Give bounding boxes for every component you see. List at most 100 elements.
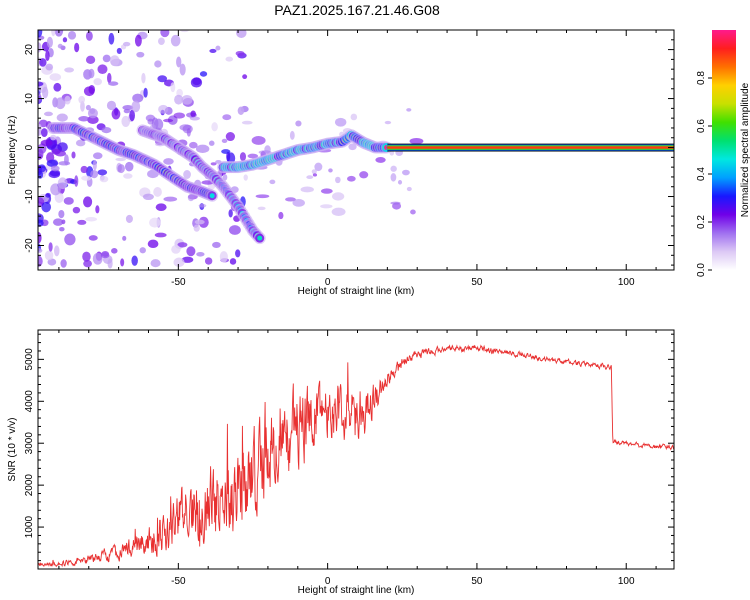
spectrogram-noise-blob [289,130,295,140]
spectrogram-ridge-layer [46,121,674,245]
spectrogram-x-tick-label: 0 [325,277,331,288]
spectrogram-noise-blob [163,158,174,165]
snr-x-tick-label: -50 [171,576,186,587]
spectrogram-noise-blob [212,241,221,249]
spectrogram-ridge-core [209,193,215,199]
spectrogram-noise-blob [80,165,88,174]
snr-series-layer [38,344,674,568]
spectrogram-noise-blob [72,206,81,214]
spectrogram-noise-blob [45,50,50,62]
spectrogram-noise-blob [402,169,410,176]
spectrogram-noise-blob [121,115,131,128]
spectrogram-noise-blob [117,164,125,174]
spectrogram-noise-blob [78,116,90,122]
spectrogram-noise-blob [320,204,333,209]
snr-y-tick-label: 2000 [24,474,35,497]
spectrogram-noise-blob [53,82,62,92]
spectrogram-noise-blob [106,100,117,111]
spectrogram-noise-blob [347,175,356,182]
spectrogram-noise-blob [123,173,133,179]
colorbar-tick-label: 0.6 [696,119,707,133]
spectrogram-noise-blob [269,179,276,185]
spectrogram-noise-blob [225,56,234,62]
spectrogram-noise-blob [211,122,218,132]
spectrogram-noise-blob [92,152,103,160]
spectrogram-noise-blob [82,251,91,262]
spectrogram-noise-blob [190,110,196,118]
spectrogram-noise-blob [171,244,181,254]
spectrogram-noise-blob [58,161,71,166]
spectrogram-noise-blob [163,196,178,202]
snr-plot-area [38,330,674,569]
spectrogram-x-tick-label: 50 [471,277,483,288]
spectrogram-noise-blob [56,113,68,122]
spectrogram-noise-blob [228,209,233,218]
spectrogram-noise-blob [189,116,200,121]
snr-frame [37,329,675,570]
spectrogram-noise-blob [131,255,138,266]
spectrogram-noise-blob [125,161,134,172]
snr-x-tick-label: 100 [618,576,635,587]
spectrogram-noise-blob [142,193,154,201]
spectrogram-noise-blob [359,171,369,179]
spectrogram-noise-blob [225,132,236,142]
spectrogram-y-axis-label: Frequency (Hz) [7,116,18,185]
spectrogram-noise-blob [60,259,67,268]
spectrogram-noise-blob [384,120,392,125]
spectrogram-noise-blob [115,157,126,162]
snr-x-tick-label: 0 [325,576,331,587]
spectrogram-noise-blob [187,193,195,202]
spectrogram-noise-blob [300,186,314,193]
spectrogram-noise-blob [194,219,205,225]
spectrogram-noise-blob [77,219,87,225]
spectrogram-noise-blob [181,256,194,263]
spectrogram-noise-blob [80,100,85,112]
spectrogram-noise-blob [239,152,247,162]
spectrogram-noise-blob [101,127,112,134]
spectrogram-noise-blob [102,54,111,63]
spectrogram-noise-blob [311,169,317,175]
spectrogram-noise-blob [397,180,403,185]
spectrogram-noise-blob [58,209,65,219]
spectrogram-noise-blob [123,41,131,47]
spectrogram-noise-blob [83,86,95,97]
spectrogram-noise-blob [129,109,136,122]
spectrogram-noise-blob [55,97,66,110]
snr-panel: -50 0 50 100 1000 2000 3000 4000 5000 Height of… [7,329,675,596]
spectrogram-noise-blob [158,37,165,46]
snr-x-axis-label: Height of straight line (km) [298,585,415,596]
spectrogram-noise-blob [320,188,333,194]
spectrogram-noise-blob [410,209,416,215]
spectrogram-noise-blob [75,139,86,147]
spectrogram-noise-blob [181,94,193,105]
spectrogram-noise-blob [90,170,99,179]
snr-x-axis: -50 0 50 100 [58,330,657,587]
colorbar: 0.0 0.2 0.4 0.6 0.8 Normalized spectral ampl… [696,30,750,277]
snr-y-tick-label: 3000 [24,432,35,455]
spectrogram-noise-blob [57,177,68,189]
spectrogram-noise-blob [198,203,207,208]
spectrogram-noise-blob [183,170,191,179]
spectrogram-noise-blob [285,197,296,202]
spectrogram-noise-blob [179,30,190,33]
spectrogram-noise-blob [81,175,92,181]
spectrogram-noise-blob [109,55,120,67]
spectrogram-ridge-core [257,235,263,241]
spectrogram-noise-blob [208,140,215,146]
spectrogram-noise-blob [158,104,169,114]
spectrogram-noise-blob [139,247,146,254]
spectrogram-noise-blob [83,196,93,208]
spectrogram-noise-blob [38,153,43,160]
spectrogram-x-tick-label: 100 [618,277,635,288]
spectrogram-noise-blob [155,203,167,211]
spectrogram-noise-blob [87,115,99,125]
spectrogram-noise-blob [331,207,346,216]
spectrogram-noise-blob [219,251,228,263]
spectrogram-noise-blob [107,72,112,84]
spectrogram-noise-blob [46,159,59,167]
spectrogram-noise-blob [195,144,210,154]
spectrogram-noise-blob [38,164,46,173]
spectrogram-noise-blob [150,259,161,268]
spectrogram-y-axis: -20 -10 0 10 20 [24,29,674,266]
spectrogram-noise-blob [92,159,97,171]
